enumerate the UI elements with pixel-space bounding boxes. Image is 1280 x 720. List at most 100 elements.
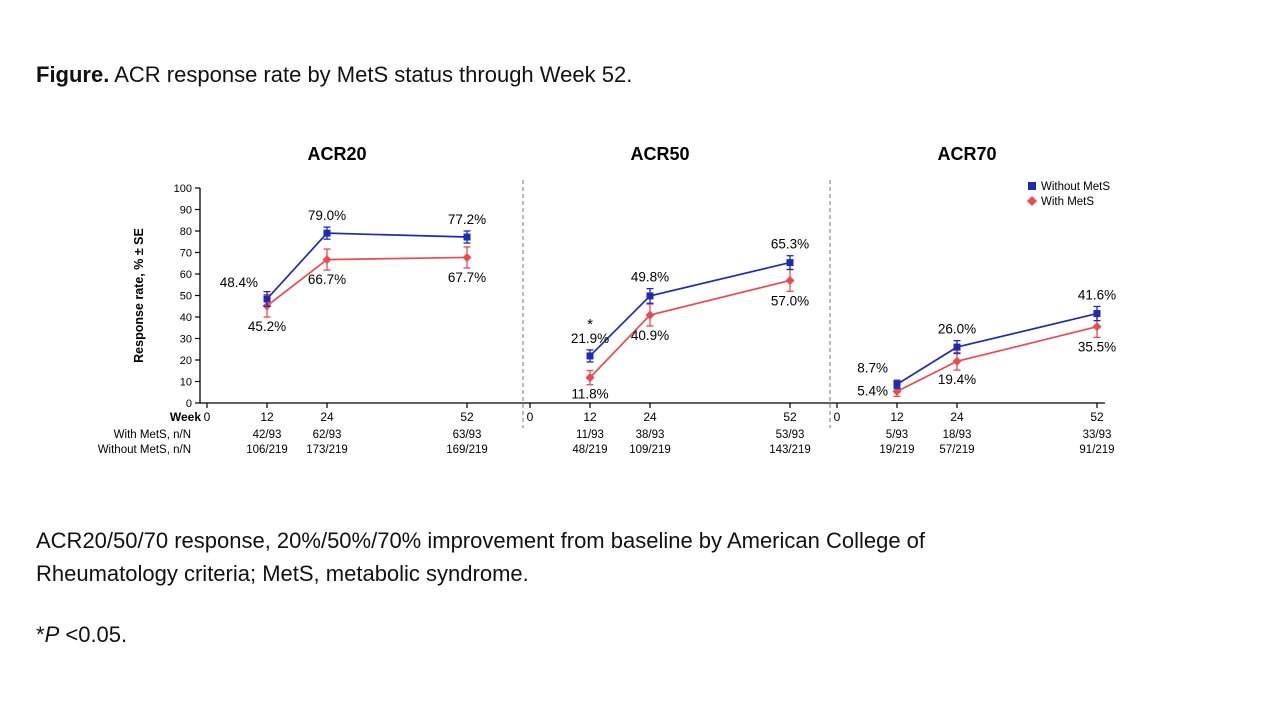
point-label: 49.8% [631,270,669,285]
data-point [786,259,794,267]
y-tick-label: 40 [180,312,192,324]
nn-value: 53/93 [776,429,805,441]
point-label: 19.4% [938,372,976,387]
x-tick-label: 12 [583,410,597,424]
point-label: 35.5% [1078,339,1116,354]
legend-label: Without MetS [1041,181,1110,193]
y-tick-label: 60 [180,269,192,281]
y-tick-label: 50 [180,291,192,303]
nn-value: 33/93 [1083,429,1112,441]
x-tick-label: 52 [1090,410,1104,424]
series-without-mets: 21.9%* 49.8% 65.3% [571,237,809,363]
data-point [322,255,332,265]
point-label: 65.3% [771,237,809,252]
panel-title: ACR70 [937,144,996,164]
nn-value: 57/219 [939,444,974,456]
data-point [463,233,471,241]
data-point [462,252,472,262]
x-tick-label: 0 [834,410,841,424]
legend: Without MetS With MetS [1027,181,1110,208]
significance-star: * [587,316,593,333]
series-without-mets: 48.4% 79.0% 77.2% [220,208,486,307]
footnote-star: * [36,622,45,647]
nn-value: 19/219 [879,444,914,456]
nn-value: 169/219 [446,444,488,456]
x-tick-label: 0 [527,410,534,424]
y-tick-label: 0 [186,398,192,410]
x-tick-label: 0 [204,410,211,424]
panel-acr50: ACR50 0 12 24 52 11/93 38/93 53/93 48/219 109/219… [527,144,811,456]
x-tick-label: 52 [460,410,474,424]
figure-footnote: *P <0.05. [36,622,127,648]
point-label: 40.9% [631,328,669,343]
series-line [896,312,1098,386]
point-label: 57.0% [771,293,809,308]
nn-value: 18/93 [943,429,972,441]
series-without-mets: 8.7% 26.0% 41.6% [857,287,1116,390]
data-point [585,373,595,383]
nn-row-label: With MetS, n/N [114,429,191,441]
nn-row-label: Without MetS, n/N [98,444,191,456]
series-with-mets: 45.2% 66.7% 67.7% [248,246,486,334]
panel-title: ACR20 [307,144,366,164]
series-line [266,232,468,300]
data-point [953,343,961,351]
nn-value: 91/219 [1079,444,1114,456]
x-tick-label: 12 [890,410,904,424]
nn-value: 5/93 [886,429,908,441]
nn-value: 38/93 [636,429,665,441]
point-label: 48.4% [220,275,258,290]
legend-label: With MetS [1041,196,1094,208]
point-label: 77.2% [448,212,486,227]
panel-title: ACR50 [630,144,689,164]
series-line [266,256,468,307]
nn-value: 106/219 [246,444,288,456]
x-tick-label: 24 [950,410,964,424]
panel-acr20: ACR20 0 12 24 52 42/93 62/93 63/93 106/219 173/21… [204,144,488,456]
data-point [586,352,594,360]
nn-value: 48/219 [572,444,607,456]
point-label: 21.9% [571,331,609,346]
y-tick-label: 20 [180,355,192,367]
point-label: 11.8% [571,387,608,402]
data-point [323,229,331,237]
footnote-rest: <0.05. [59,622,128,647]
point-label: 79.0% [308,208,346,223]
nn-value: 11/93 [576,429,604,441]
series-line [589,279,791,379]
data-point [646,292,654,300]
nn-value: 62/93 [313,429,342,441]
footnote-p: P [44,622,60,647]
series-with-mets: 11.8% 40.9% 57.0% [571,268,809,402]
data-point [645,310,655,320]
nn-value: 143/219 [769,444,811,456]
data-point [263,295,271,303]
y-tick-label: 70 [180,248,192,260]
data-point [952,356,962,366]
panel-acr70: ACR70 0 12 24 52 5/93 18/93 33/93 19/219 57/219 91… [834,144,1116,456]
y-tick-label: 10 [180,377,192,389]
y-tick-label: 30 [180,334,192,346]
nn-value: 42/93 [253,429,282,441]
point-label: 66.7% [308,272,346,287]
y-axis: 0 10 20 30 40 50 60 70 80 90 100 Response rate, % ±… [132,183,201,410]
x-tick-label: 52 [783,410,797,424]
nn-value: 63/93 [453,429,482,441]
acr-response-chart: 0 10 20 30 40 50 60 70 80 90 100 Response rate, % ±… [98,144,1116,456]
point-label: 8.7% [857,360,888,375]
y-tick-label: 80 [180,226,192,238]
nn-value: 173/219 [306,444,348,456]
figure-title-label: Figure. [36,62,110,87]
data-point [1093,310,1101,318]
data-point [892,386,902,396]
data-point [893,380,901,388]
chart-area: 0 10 20 30 40 50 60 70 80 90 100 Response rate, % ±… [25,138,1175,473]
legend-marker-with-mets [1027,196,1037,206]
y-tick-label: 90 [180,205,192,217]
figure-title: Figure. ACR response rate by MetS status… [36,62,632,88]
data-point [785,275,795,285]
x-tick-label: 24 [643,410,657,424]
x-tick-label: 24 [320,410,334,424]
legend-marker-without-mets [1028,182,1036,190]
